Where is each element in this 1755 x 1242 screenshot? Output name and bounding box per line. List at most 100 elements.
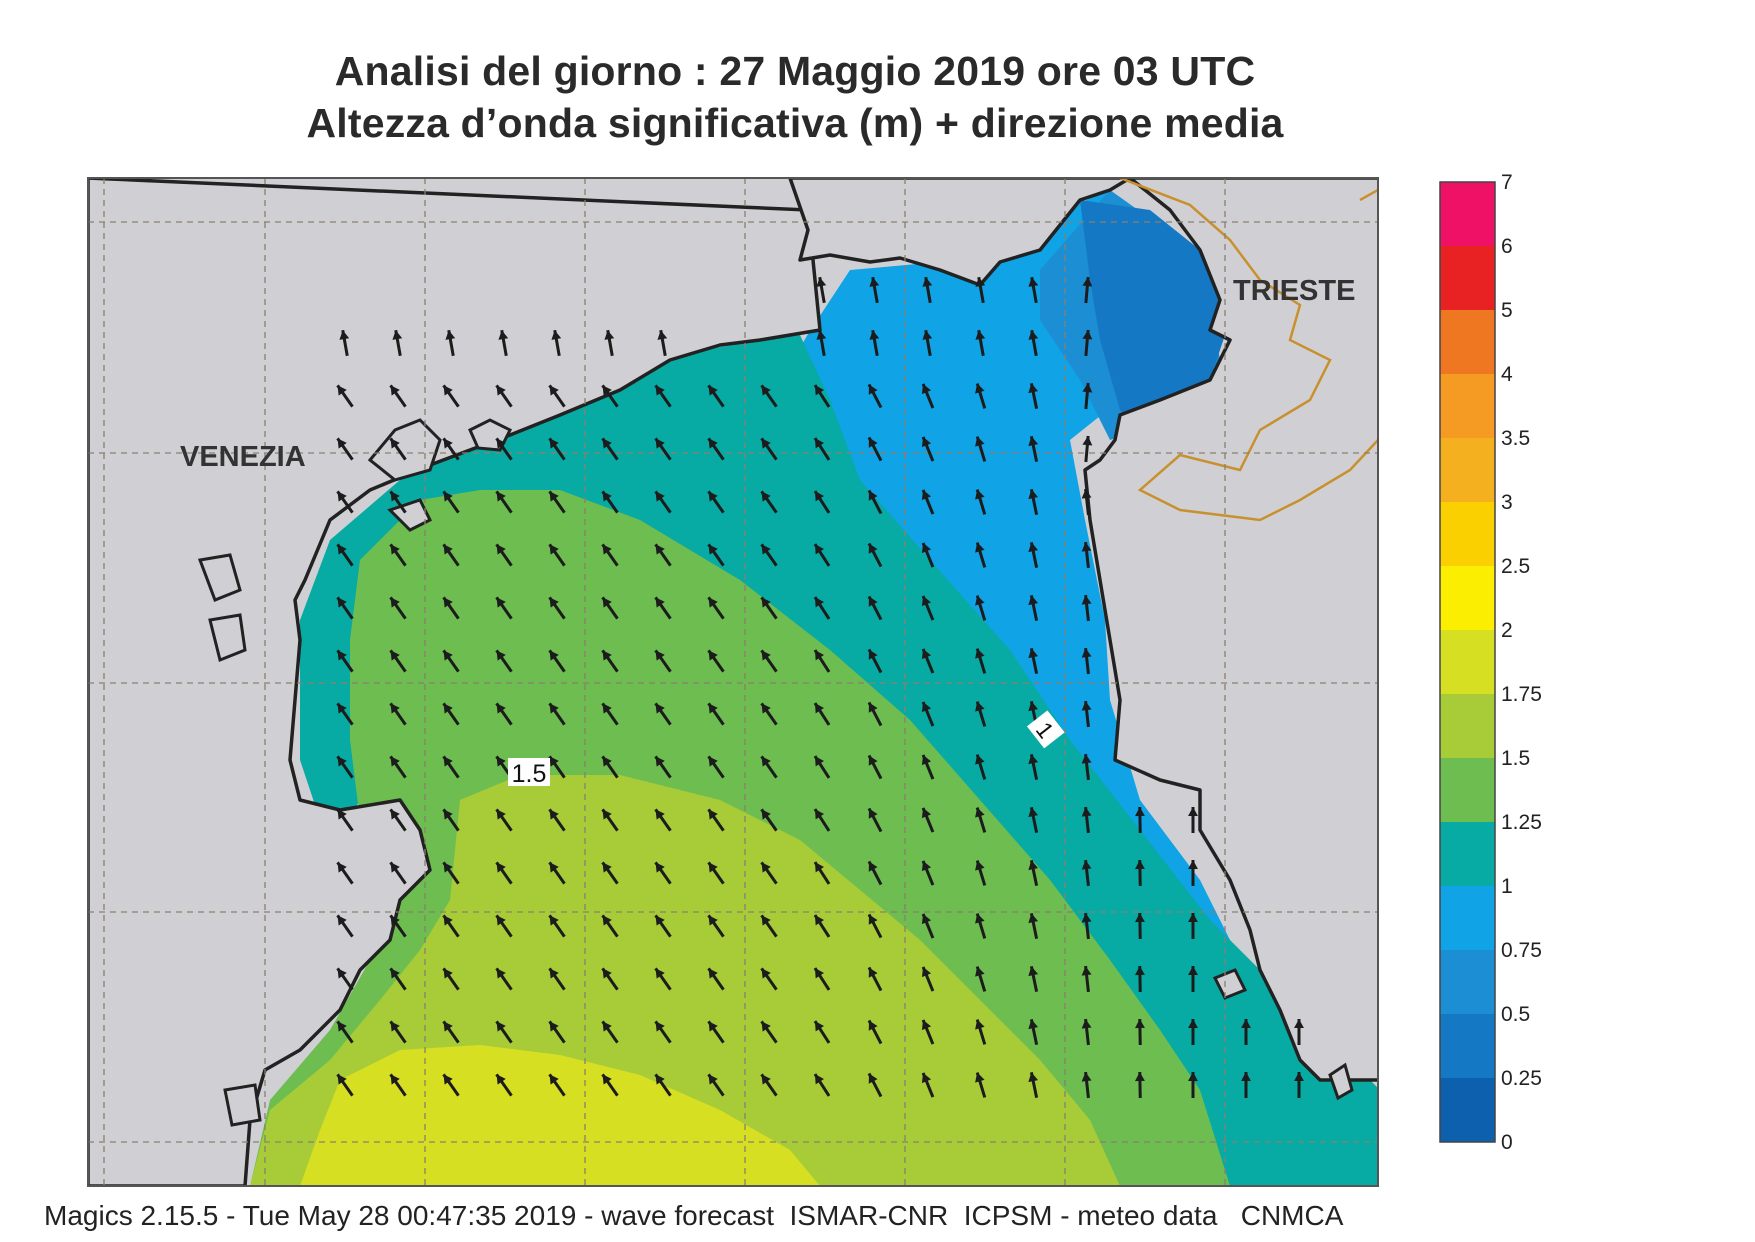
colorbar-swatch <box>1440 950 1495 1014</box>
wave-arrow-head <box>708 968 718 979</box>
colorbar-tick-label: 0.25 <box>1501 1067 1542 1090</box>
wave-arrow-head <box>814 438 824 449</box>
map-frame <box>87 177 1379 1187</box>
wave-arrow-head <box>1082 277 1093 287</box>
wave-arrow-head <box>551 330 562 340</box>
wave-arrow-head <box>1081 807 1092 817</box>
wave-arrow-head <box>708 703 718 714</box>
wave-arrow-head <box>337 915 347 926</box>
colorbar-swatch <box>1440 310 1495 374</box>
wave-arrow-head <box>975 913 985 924</box>
wave-arrow-head <box>708 1074 718 1085</box>
wave-arrow-head <box>761 1074 771 1085</box>
wave-arrow-head <box>921 807 932 819</box>
wave-arrow-head <box>1081 648 1092 658</box>
wave-arrow-head <box>975 277 986 287</box>
place-label-venezia: VENEZIA <box>180 441 306 473</box>
wave-arrow-head <box>657 330 668 340</box>
wave-arrow-head <box>498 330 509 340</box>
sea-zone-0.25-0.5 <box>1080 200 1230 440</box>
colorbar-swatch <box>1440 1014 1495 1078</box>
wave-arrow-head <box>761 385 771 396</box>
colorbar-tick-label: 6 <box>1501 235 1513 258</box>
colorbar-swatch <box>1440 694 1495 758</box>
wave-arrow-head <box>602 703 612 714</box>
wave-arrow-head <box>975 1019 985 1030</box>
wave-arrow-head <box>814 809 824 820</box>
wave-arrow-head <box>761 1021 771 1032</box>
wave-arrow-head <box>337 438 347 449</box>
wave-arrow-head <box>549 915 559 926</box>
wave-arrow-head <box>337 756 347 767</box>
wave-arrow-head <box>922 277 933 287</box>
colorbar-swatch <box>1440 246 1495 310</box>
wave-arrow-head <box>602 862 612 873</box>
colorbar-tick-label: 7 <box>1501 171 1513 194</box>
wave-arrow-head <box>549 650 559 661</box>
wave-arrow-head <box>602 1021 612 1032</box>
wave-arrow-head <box>814 1074 824 1085</box>
wave-arrow-head <box>1082 383 1093 393</box>
wave-arrow-head <box>1081 701 1092 711</box>
wave-arrow-head <box>655 650 665 661</box>
wave-arrow-head <box>549 1074 559 1085</box>
wave-arrow-head <box>655 809 665 820</box>
wave-arrow-head <box>921 701 932 713</box>
lagoon-island <box>367 418 442 482</box>
wave-arrow-head <box>761 862 771 873</box>
wave-arrow-head <box>814 703 824 714</box>
wave-arrow-head <box>975 1072 985 1083</box>
wave-arrow-head <box>655 491 665 502</box>
wave-arrow-head <box>602 968 612 979</box>
wave-arrow-head <box>1134 860 1145 870</box>
colorbar-swatch <box>1440 630 1495 694</box>
wave-arrow-head <box>1081 1072 1092 1082</box>
wave-arrow-head <box>816 277 827 287</box>
wave-arrow-head <box>602 597 612 608</box>
wave-arrow-head <box>814 544 824 555</box>
wave-arrow-head <box>496 544 506 555</box>
wave-arrow-head <box>921 913 932 925</box>
wave-arrow-head <box>602 385 612 396</box>
wave-arrow-head <box>655 968 665 979</box>
wave-arrow-head <box>1294 1019 1304 1028</box>
wave-arrow-head <box>602 915 612 926</box>
wave-arrow-head <box>655 756 665 767</box>
wave-arrow-head <box>496 809 506 820</box>
wave-arrow-head <box>1082 330 1093 340</box>
wave-arrow-head <box>1028 277 1039 287</box>
wave-arrow-head <box>814 385 824 396</box>
wave-arrow-head <box>975 966 985 977</box>
wave-arrow-head <box>390 1021 400 1032</box>
wave-arrow-head <box>868 808 878 819</box>
wave-arrow-head <box>975 542 985 553</box>
colorbar-tick-label: 3 <box>1501 491 1513 514</box>
wave-arrow-head <box>921 1072 932 1084</box>
wave-arrow-head <box>814 968 824 979</box>
wave-arrow-head <box>1134 966 1145 976</box>
wave-arrow-head <box>921 489 932 501</box>
lagoon-island <box>223 1083 262 1127</box>
wave-arrow-head <box>868 967 878 978</box>
wave-arrow-head <box>814 915 824 926</box>
wave-arrow-head <box>761 650 771 661</box>
wave-arrow-head <box>390 491 400 502</box>
wave-arrow-head <box>1134 913 1145 923</box>
wave-arrow-head <box>1081 489 1092 499</box>
colorbar-frame <box>1439 181 1496 1143</box>
wave-arrow-head <box>1028 383 1039 394</box>
wave-arrow-head <box>921 542 932 554</box>
wave-arrow-head <box>602 809 612 820</box>
wave-arrow-head <box>761 756 771 767</box>
colorbar-swatch <box>1440 438 1495 502</box>
wave-arrow-head <box>443 438 453 449</box>
wave-arrow-head <box>390 915 400 926</box>
coordinate-grid <box>88 178 1378 1186</box>
wave-arrow-head <box>1082 436 1093 446</box>
contour-label-bg <box>508 758 550 786</box>
wave-arrow-head <box>496 597 506 608</box>
wave-arrow-head <box>549 597 559 608</box>
colorbar-tick-label: 0.75 <box>1501 939 1542 962</box>
wave-arrow-head <box>390 756 400 767</box>
